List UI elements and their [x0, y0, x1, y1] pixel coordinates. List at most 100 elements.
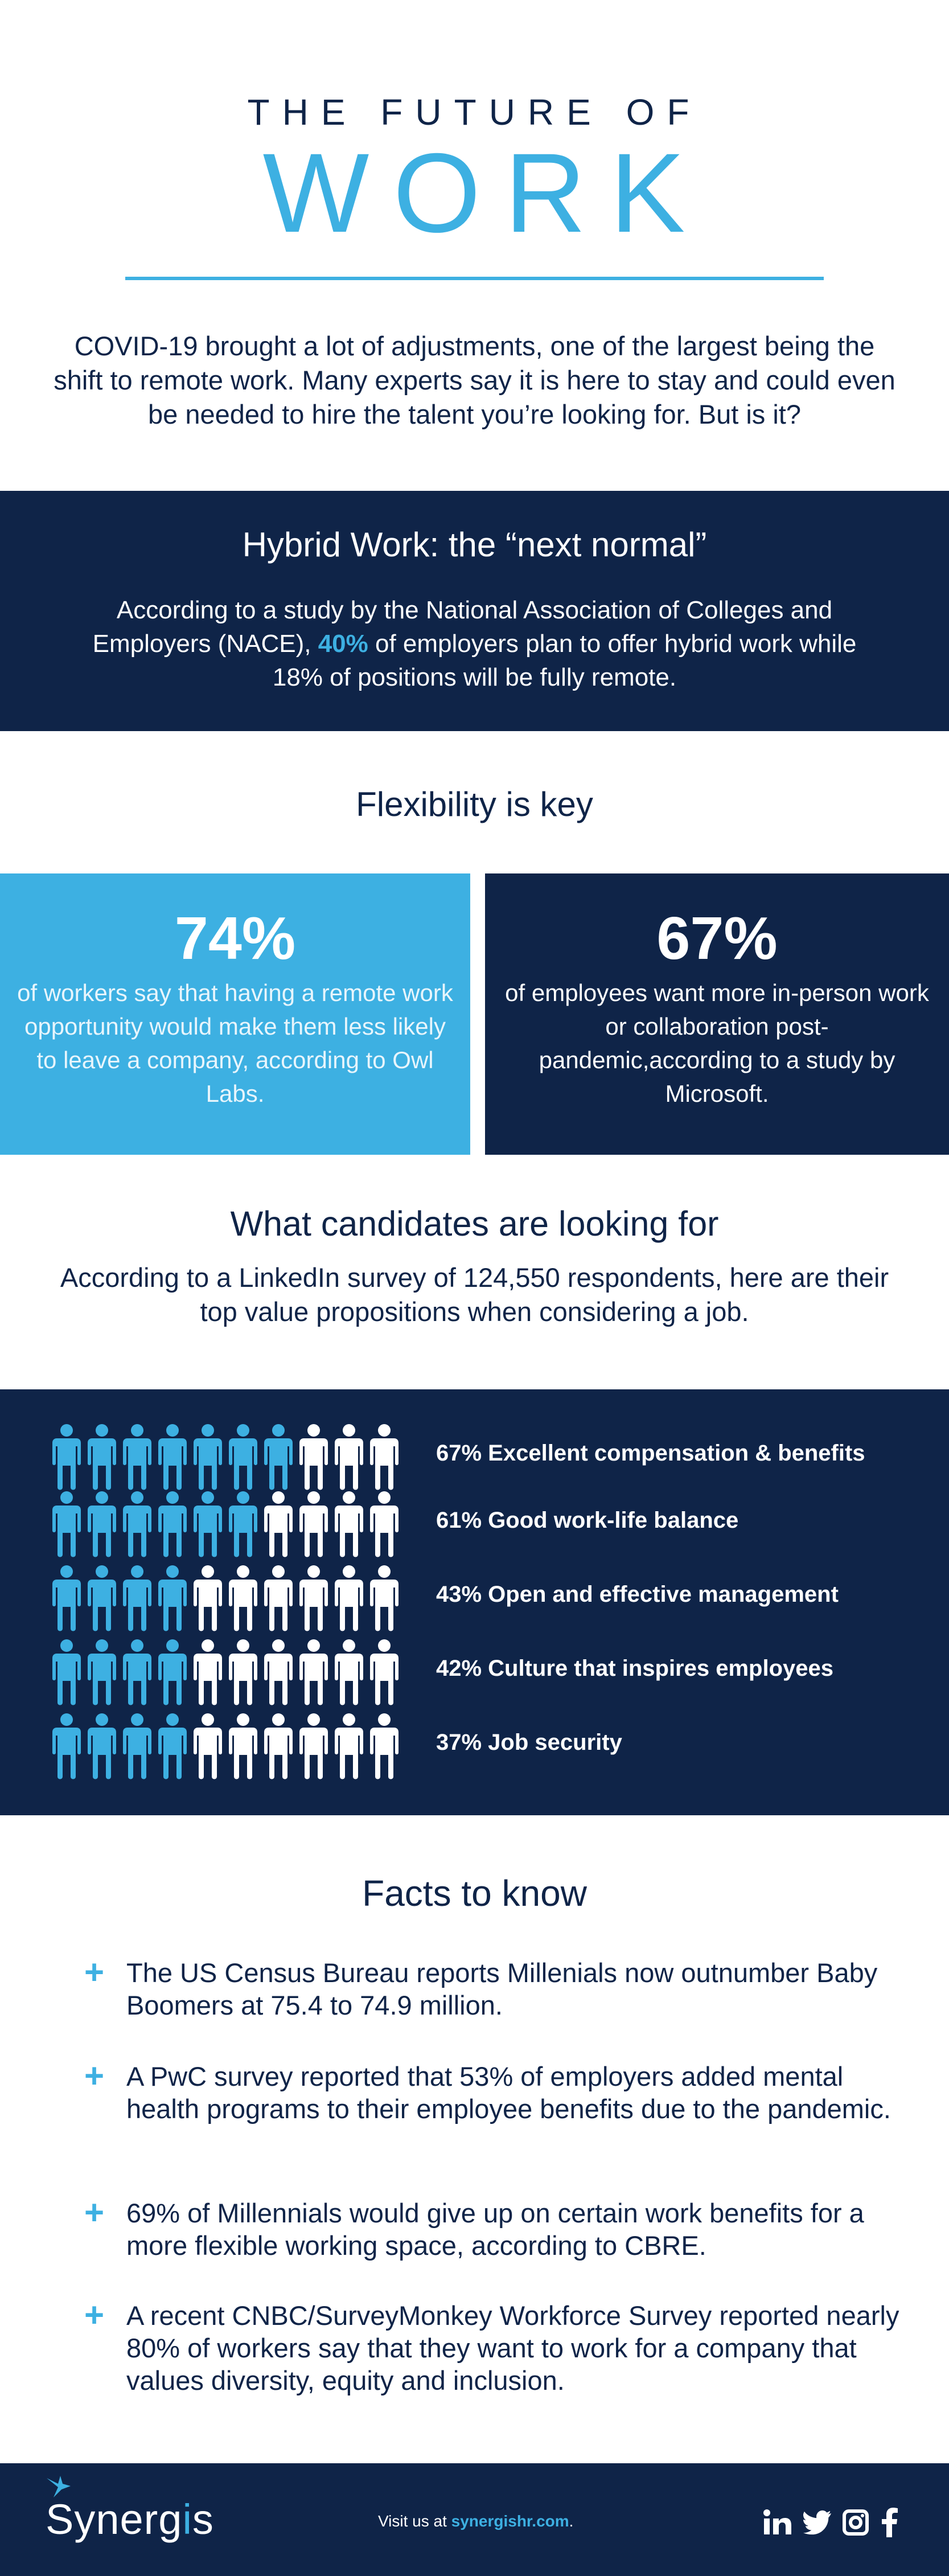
synergis-logo: Synergis: [46, 2495, 214, 2544]
person-icon-empty: [264, 1565, 293, 1631]
visit-prefix: Visit us at: [378, 2512, 451, 2530]
person-icon-empty: [264, 1639, 293, 1705]
people-icons: [49, 1491, 402, 1558]
facebook-icon[interactable]: [879, 2508, 899, 2537]
instagram-icon[interactable]: [843, 2508, 869, 2537]
person-icon-filled: [229, 1491, 257, 1557]
person-icon-filled: [52, 1424, 81, 1490]
hybrid-text-before: According to a study by the National Ass…: [92, 596, 833, 658]
person-icon-empty: [370, 1713, 399, 1779]
plus-icon: +: [84, 2193, 105, 2232]
person-icon-filled: [88, 1565, 116, 1631]
person-icon-filled: [123, 1565, 151, 1631]
stat-card-owl-labs: 74% of workers say that having a remote …: [0, 873, 470, 1155]
people-row: 37% Job security: [49, 1713, 937, 1780]
hybrid-title: Hybrid Work: the “next normal”: [242, 526, 707, 564]
person-icon-filled: [88, 1424, 116, 1490]
fact-text: A PwC survey reported that 53% of employ…: [126, 2061, 891, 2124]
logo-suffix: s: [192, 2496, 214, 2543]
person-icon-empty: [264, 1491, 293, 1557]
people-icons: [49, 1424, 402, 1491]
people-icons: [49, 1713, 402, 1780]
person-icon-empty: [299, 1424, 328, 1490]
person-icon-empty: [335, 1639, 363, 1705]
person-icon-filled: [88, 1639, 116, 1705]
person-icon-empty: [335, 1424, 363, 1490]
person-icon-filled: [52, 1639, 81, 1705]
person-icon-filled: [264, 1424, 293, 1490]
intro-paragraph: COVID-19 brought a lot of adjustments, o…: [54, 331, 895, 429]
stat-card-microsoft: 67% of employees want more in-person wor…: [485, 873, 949, 1155]
stat-value: 67%: [656, 905, 778, 972]
people-icons: [49, 1565, 402, 1632]
person-icon-filled: [88, 1491, 116, 1557]
person-icon-filled: [123, 1424, 151, 1490]
person-icon-filled: [158, 1639, 187, 1705]
person-icon-empty: [370, 1565, 399, 1631]
hybrid-highlight: 40%: [318, 630, 368, 658]
people-row-label: 42% Culture that inspires employees: [436, 1656, 834, 1681]
person-icon-empty: [299, 1565, 328, 1631]
visit-text: Visit us at synergishr.com.: [378, 2512, 573, 2530]
person-icon-empty: [299, 1491, 328, 1557]
stat-description: of employees want more in-person work or…: [505, 979, 929, 1107]
stat-description: of workers say that having a remote work…: [17, 979, 453, 1107]
people-row-label: 37% Job security: [436, 1730, 622, 1755]
pre-title: THE FUTURE OF: [247, 92, 702, 133]
plus-icon: +: [84, 2296, 105, 2334]
people-icons: [49, 1639, 402, 1706]
people-chart: 67% Excellent compensation & benefits 61%…: [0, 1389, 949, 1815]
people-row-label: 61% Good work-life balance: [436, 1508, 739, 1533]
person-icon-filled: [52, 1491, 81, 1557]
header-section: THE FUTURE OF WORK COVID-19 brought a lo…: [0, 0, 949, 490]
person-icon-filled: [158, 1713, 187, 1779]
person-icon-filled: [123, 1491, 151, 1557]
plus-icon: +: [84, 1953, 105, 1991]
plus-icon: +: [84, 2057, 105, 2095]
title-divider: [125, 277, 824, 280]
people-row-label: 67% Excellent compensation & benefits: [436, 1441, 865, 1466]
twitter-icon[interactable]: [803, 2508, 832, 2537]
person-icon-filled: [158, 1491, 187, 1557]
person-icon-empty: [299, 1713, 328, 1779]
bird-logo-icon: [47, 2476, 71, 2497]
person-icon-empty: [299, 1639, 328, 1705]
people-row: 43% Open and effective management: [49, 1565, 937, 1632]
fact-text: The US Census Bureau reports Millenials …: [126, 1958, 878, 2020]
person-icon-filled: [194, 1491, 222, 1557]
person-icon-filled: [88, 1713, 116, 1779]
person-icon-empty: [194, 1565, 222, 1631]
person-icon-empty: [194, 1639, 222, 1705]
person-icon-empty: [335, 1565, 363, 1631]
visit-end: .: [569, 2512, 574, 2530]
footer: Synergis Visit us at synergishr.com.: [0, 2463, 949, 2576]
main-title: WORK: [262, 130, 709, 256]
website-link[interactable]: synergishr.com: [451, 2512, 569, 2530]
candidates-paragraph: According to a LinkedIn survey of 124,55…: [60, 1262, 889, 1327]
social-icons: [763, 2504, 899, 2541]
person-icon-filled: [123, 1713, 151, 1779]
hybrid-paragraph: According to a study by the National Ass…: [74, 593, 875, 694]
person-icon-filled: [194, 1424, 222, 1490]
people-row: 61% Good work-life balance: [49, 1491, 937, 1558]
stat-value: 74%: [174, 905, 296, 972]
person-icon-empty: [194, 1713, 222, 1779]
linkedin-icon[interactable]: [763, 2508, 792, 2537]
candidates-title: What candidates are looking for: [230, 1204, 719, 1243]
person-icon-empty: [370, 1424, 399, 1490]
person-icon-empty: [370, 1491, 399, 1557]
hybrid-text-after: of employers plan to offer hybrid work w…: [272, 630, 857, 691]
people-row: 42% Culture that inspires employees: [49, 1639, 937, 1706]
logo-accent: i: [182, 2496, 192, 2543]
fact-text: A recent CNBC/SurveyMonkey Workforce Sur…: [126, 2300, 899, 2395]
person-icon-filled: [158, 1565, 187, 1631]
person-icon-filled: [52, 1713, 81, 1779]
hybrid-section: Hybrid Work: the “next normal” According…: [0, 491, 949, 731]
people-row-label: 43% Open and effective management: [436, 1582, 839, 1607]
person-icon-empty: [229, 1565, 257, 1631]
facts-title: Facts to know: [362, 1873, 587, 1914]
person-icon-filled: [158, 1424, 187, 1490]
flexibility-title: Flexibility is key: [356, 785, 593, 823]
people-row: 67% Excellent compensation & benefits: [49, 1424, 937, 1491]
person-icon-empty: [335, 1491, 363, 1557]
